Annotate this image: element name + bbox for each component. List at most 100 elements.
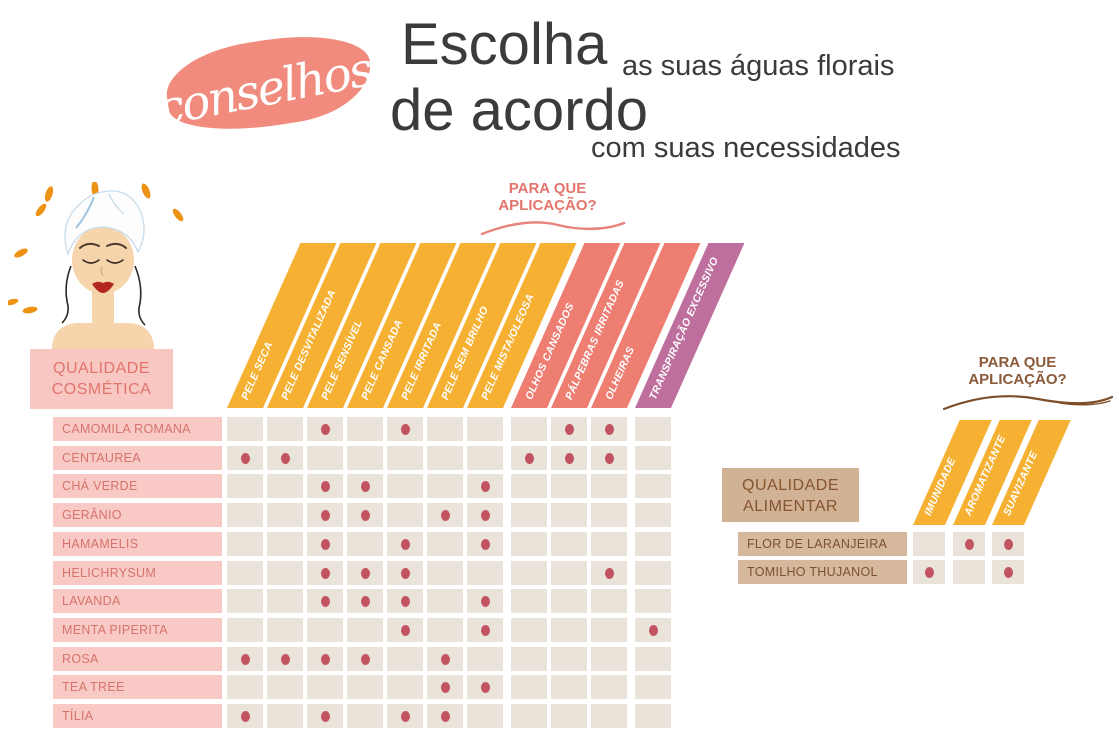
swoosh-right-path [942,395,1114,411]
closed-eye-left [82,259,100,264]
food-quality-line1: QUALIDADE [742,477,839,494]
matrix-cell [307,675,343,699]
matrix-cell [511,561,547,585]
matrix-cell [387,675,423,699]
row-label: GERÂNIO [53,503,222,527]
matrix-cell [427,417,463,441]
row-label: MENTA PIPERITA [53,618,222,642]
dot-marker [320,710,330,722]
matrix-cell [511,647,547,671]
matrix-cell [511,532,547,556]
matrix-cell [267,417,303,441]
dot-marker [480,509,490,521]
matrix-cell [427,589,463,613]
swoosh-underline-left-icon [480,221,626,236]
dot-marker [964,538,974,550]
matrix-cell [427,532,463,556]
shoulders [52,323,154,357]
matrix-cell [635,704,671,728]
cosmetic-quality-line2: COSMÉTICA [51,381,152,398]
matrix-cell [635,417,671,441]
matrix-cell [347,446,383,470]
dot-marker [648,624,658,636]
matrix-cell [913,532,945,556]
row-label: LAVANDA [53,589,222,613]
dot-marker [320,423,330,435]
matrix-cell [551,618,587,642]
matrix-cell [387,503,423,527]
matrix-cell [635,532,671,556]
row-label: FLOR DE LARANJEIRA [738,532,907,556]
swoosh-underline-right-icon [942,395,1114,411]
matrix-cell [551,503,587,527]
dot-marker [320,567,330,579]
matrix-cell [427,474,463,498]
dot-marker [480,681,490,693]
dot-marker [564,452,574,464]
matrix-cell [267,561,303,585]
matrix-cell [511,474,547,498]
dot-marker [524,452,534,464]
title-line2-sub: com suas necessidades [591,132,901,164]
matrix-cell [427,446,463,470]
closed-eye-right [106,259,124,264]
dot-marker [320,595,330,607]
matrix-cell [511,618,547,642]
matrix-cell [551,532,587,556]
matrix-cell [267,503,303,527]
dot-marker [400,567,410,579]
dot-marker [440,653,450,665]
dot-marker [400,710,410,722]
dot-marker [360,595,370,607]
matrix-cell [511,417,547,441]
matrix-cell [635,474,671,498]
matrix-cell [635,675,671,699]
droplet-icon [44,186,54,202]
matrix-cell [267,675,303,699]
title-line2: de acordo [390,78,648,143]
matrix-cell [387,446,423,470]
dot-marker [280,452,290,464]
matrix-cell [591,675,627,699]
row-label: HELICHRYSUM [53,561,222,585]
matrix-cell [551,675,587,699]
dot-marker [240,653,250,665]
matrix-cell [267,532,303,556]
matrix-cell [347,417,383,441]
application-question-right: PARA QUE APLICAÇÃO? [940,354,1095,388]
dot-marker [564,423,574,435]
matrix-cell [307,446,343,470]
droplet-icon [8,298,19,306]
matrix-cell [427,618,463,642]
matrix-cell [427,561,463,585]
dot-marker [440,681,450,693]
dot-marker [360,567,370,579]
dot-marker [440,509,450,521]
matrix-cell [267,474,303,498]
row-label: TOMILHO THUJANOL [738,560,907,584]
lips [92,281,114,293]
matrix-cell [511,503,547,527]
dot-marker [480,624,490,636]
droplet-icon [22,306,38,314]
dot-marker [280,653,290,665]
face [72,226,134,294]
towel [64,190,145,257]
matrix-cell [591,532,627,556]
matrix-cell [347,618,383,642]
swoosh-left-path [480,221,626,236]
matrix-cell [551,647,587,671]
matrix-cell [591,589,627,613]
woman-figure [52,190,154,357]
matrix-cell [227,589,263,613]
dot-marker [400,538,410,550]
matrix-cell [227,503,263,527]
dot-marker [360,509,370,521]
matrix-cell [267,589,303,613]
dot-marker [320,653,330,665]
matrix-cell [635,647,671,671]
dot-marker [604,423,614,435]
application-question-right-line2: APLICAÇÃO? [968,371,1067,388]
dot-marker [604,452,614,464]
swoosh-right-path2 [1059,400,1111,406]
